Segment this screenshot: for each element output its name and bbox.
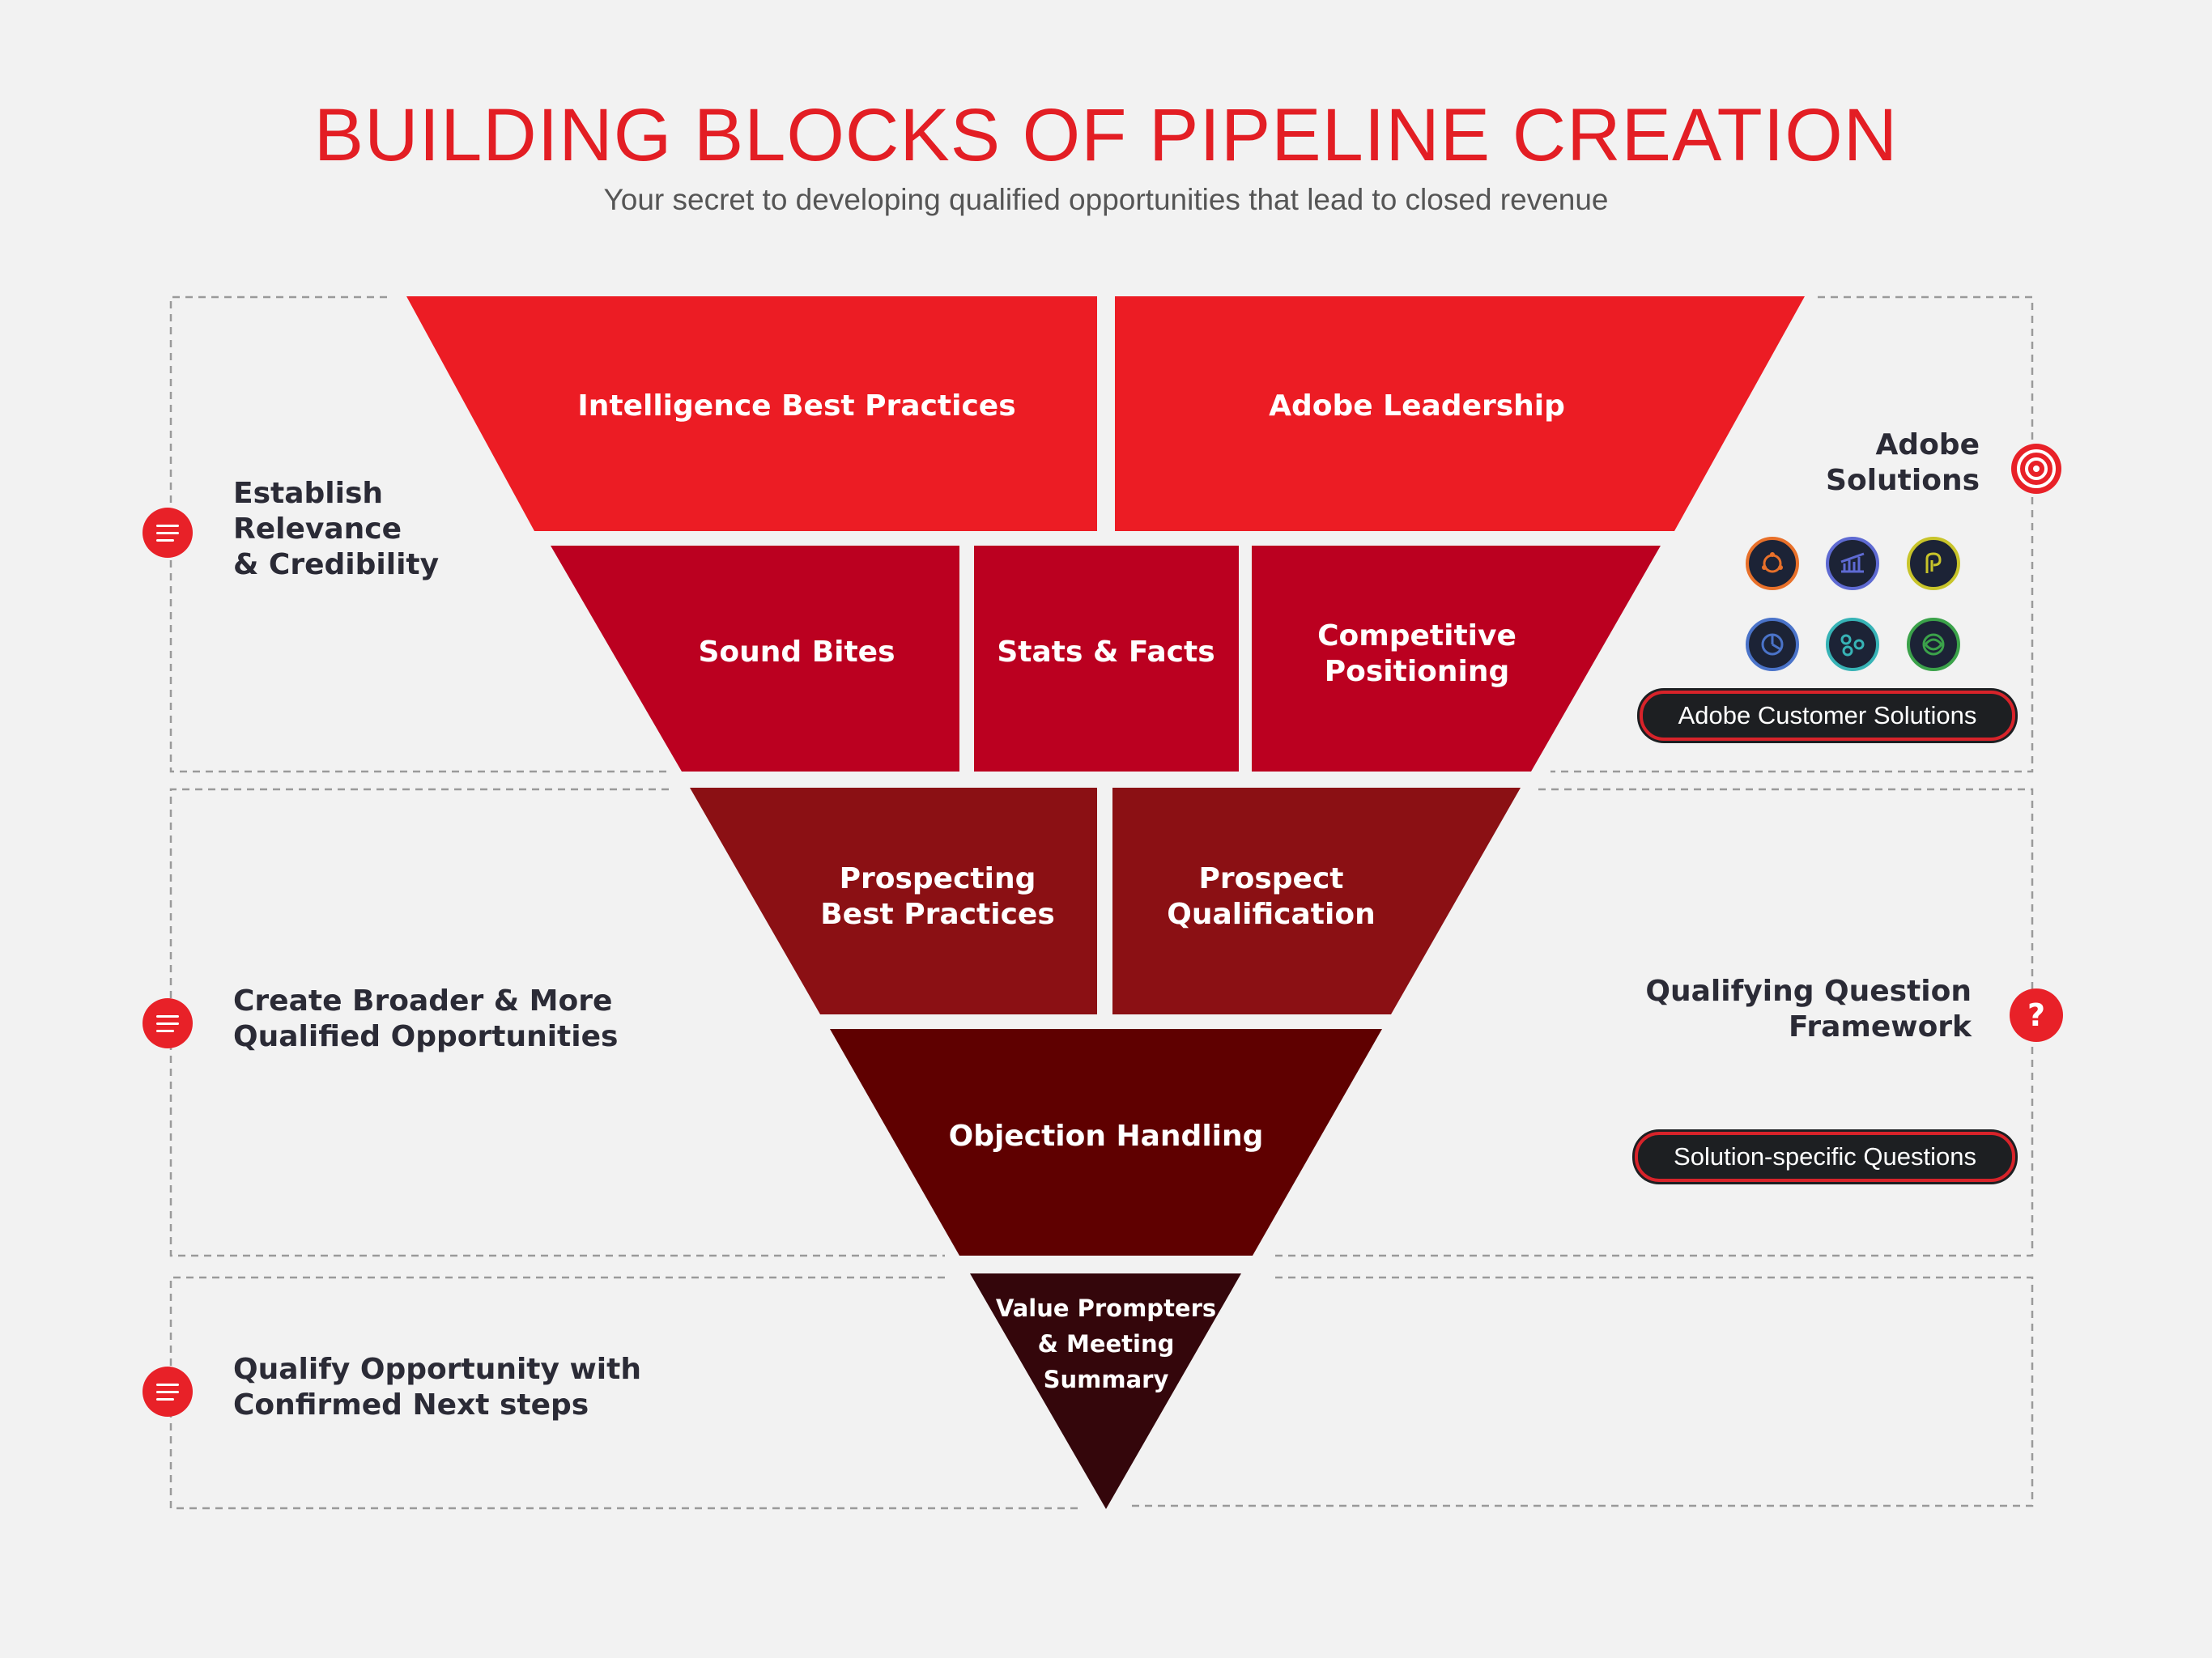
- solution-specific-questions-button[interactable]: Solution-specific Questions: [1635, 1132, 2015, 1182]
- label-sound-bites: Sound Bites: [698, 636, 895, 669]
- adobe-solutions-label: Adobe Solutions: [1826, 427, 1980, 499]
- section-line: Qualify Opportunity with: [233, 1353, 641, 1386]
- section-line: Establish: [233, 477, 384, 510]
- section-line: Qualifying Question: [1645, 975, 1972, 1008]
- label-line: Prospect: [1198, 862, 1344, 895]
- block-intelligence-best-practices: [406, 296, 1097, 531]
- label-line: & Meeting: [1037, 1330, 1175, 1358]
- label-value-prompters: Value Prompters & Meeting Summary: [996, 1290, 1216, 1397]
- label-intelligence-best-practices: Intelligence Best Practices: [577, 389, 1016, 423]
- block-prospecting-best-practices: [690, 788, 1097, 1014]
- section-create-opportunities: Create Broader & More Qualified Opportun…: [233, 984, 618, 1055]
- section-line: Framework: [1789, 1010, 1972, 1044]
- label-adobe-leadership: Adobe Leadership: [1269, 389, 1565, 423]
- target-icon: [1907, 618, 1960, 671]
- campaign-icon: [1826, 618, 1879, 671]
- audience-manager-icon: [1746, 618, 1799, 671]
- block-competitive-positioning: [1252, 546, 1661, 772]
- section-line: Confirmed Next steps: [233, 1388, 589, 1422]
- label-line: Value Prompters: [995, 1295, 1217, 1322]
- section-line: Create Broader & More: [233, 984, 613, 1018]
- qualifying-question-label: Qualifying Question Framework: [1645, 974, 1972, 1045]
- section-line: Solutions: [1826, 464, 1980, 497]
- label-line: Competitive: [1317, 619, 1516, 653]
- frame-bottom-right: [1132, 1276, 2034, 1507]
- section-line: Relevance: [233, 512, 402, 546]
- section-line: Adobe: [1875, 428, 1980, 461]
- label-line: Best Practices: [820, 898, 1055, 931]
- page-title: BUILDING BLOCKS OF PIPELINE CREATION: [313, 94, 1899, 176]
- block-value-prompters: [970, 1273, 1241, 1509]
- page-subtitle: Your secret to developing qualified oppo…: [603, 183, 1609, 216]
- target-icon: [2011, 444, 2061, 494]
- menu-lines-icon: [143, 508, 193, 558]
- analytics-icon: [1826, 537, 1879, 590]
- label-prospecting-best-practices: Prospecting Best Practices: [820, 861, 1055, 933]
- question-mark-icon: ?: [2010, 988, 2063, 1042]
- frame-top-right: [1551, 295, 2034, 773]
- primetime-icon: [1907, 537, 1960, 590]
- label-competitive-positioning: Competitive Positioning: [1317, 619, 1516, 690]
- label-line: Positioning: [1324, 655, 1510, 688]
- block-sound-bites: [551, 546, 959, 772]
- section-line: & Credibility: [233, 548, 440, 581]
- menu-lines-icon: [143, 998, 193, 1048]
- experience-manager-icon: [1746, 537, 1799, 590]
- section-establish-relevance: Establish Relevance & Credibility: [233, 476, 439, 583]
- block-prospect-qualification: [1112, 788, 1521, 1014]
- section-line: Qualified Opportunities: [233, 1020, 619, 1053]
- block-adobe-leadership: [1115, 296, 1805, 531]
- menu-lines-icon: [143, 1367, 193, 1417]
- label-stats-facts: Stats & Facts: [997, 636, 1215, 669]
- block-objection-handling: [830, 1029, 1382, 1256]
- label-line: Qualification: [1167, 898, 1376, 931]
- label-line: Summary: [1043, 1366, 1169, 1393]
- label-line: Prospecting: [839, 862, 1036, 895]
- section-qualify-opportunity: Qualify Opportunity with Confirmed Next …: [233, 1352, 641, 1423]
- block-stats-facts: [974, 546, 1239, 772]
- label-prospect-qualification: Prospect Qualification: [1167, 861, 1375, 933]
- label-objection-handling: Objection Handling: [948, 1120, 1264, 1153]
- adobe-customer-solutions-button[interactable]: Adobe Customer Solutions: [1640, 691, 2015, 741]
